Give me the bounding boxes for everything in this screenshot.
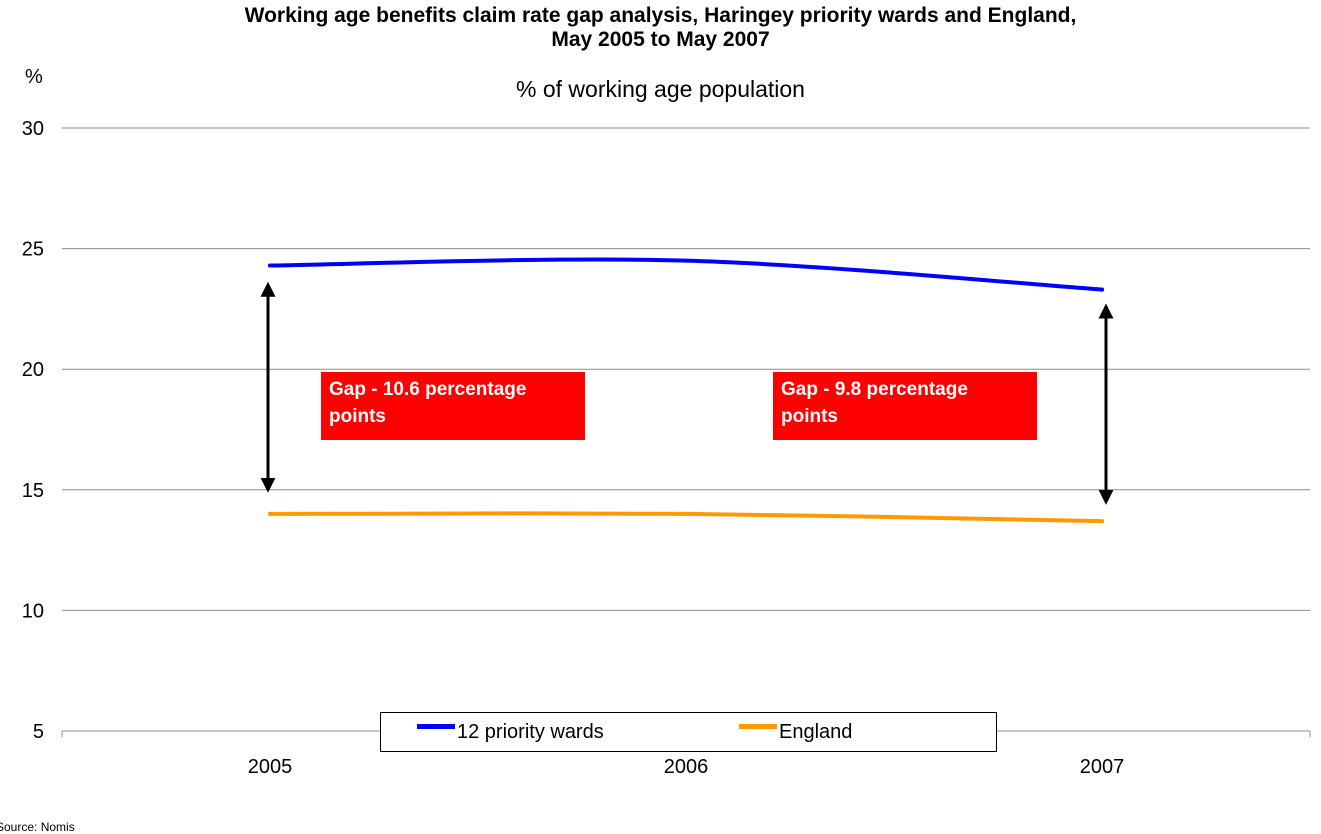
data-point-12-priority-wards-2005: [268, 263, 272, 268]
legend-label-england: England: [779, 721, 853, 743]
chart-subtitle: % of working age population: [516, 76, 805, 102]
x-tick-label-2007: 2007: [1080, 756, 1125, 778]
data-point-england-2007: [1100, 519, 1104, 524]
y-tick-label-30: 30: [22, 118, 44, 140]
x-tick-label-2006: 2006: [664, 756, 709, 778]
source-note: Source: Nomis: [0, 820, 75, 834]
legend-swatch-england: [739, 724, 777, 729]
y-tick-label-20: 20: [22, 359, 44, 381]
chart-title-line-1: Working age benefits claim rate gap anal…: [244, 4, 1077, 27]
y-tick-label-5: 5: [33, 721, 44, 743]
data-point-england-2005: [268, 511, 272, 516]
legend-label-priority-wards: 12 priority wards: [457, 721, 604, 743]
data-point-12-priority-wards-2006: [684, 258, 688, 263]
data-point-12-priority-wards-2007: [1100, 287, 1104, 292]
y-tick-label-10: 10: [22, 600, 44, 622]
chart-title-line-2: May 2005 to May 2007: [551, 28, 770, 51]
data-point-england-2006: [684, 511, 688, 516]
y-tick-label-25: 25: [22, 239, 44, 261]
series-line-12-priority-wards: [268, 257, 1104, 292]
gap-annotation-2005: Gap - 10.6 percentage points: [321, 372, 585, 440]
chart-legend: 12 priority wards England: [380, 712, 997, 752]
y-tick-label-15: 15: [22, 480, 44, 502]
y-axis-label: %: [25, 66, 43, 88]
gap-annotation-2007: Gap - 9.8 percentage points: [773, 372, 1037, 440]
legend-swatch-priority-wards: [417, 724, 455, 729]
x-tick-label-2005: 2005: [248, 756, 293, 778]
